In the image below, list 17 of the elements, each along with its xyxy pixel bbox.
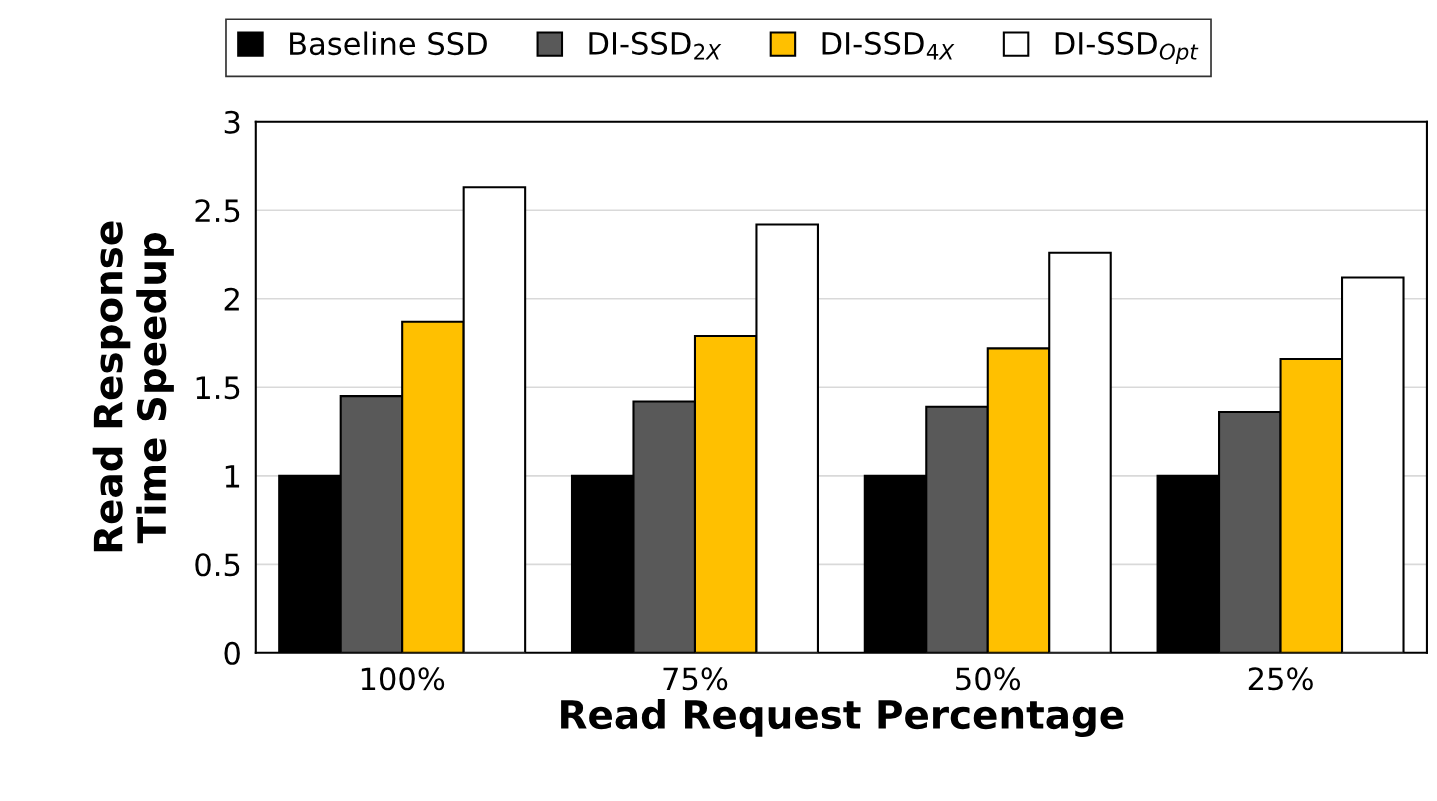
y-tick-label: 1.5 [196, 376, 240, 400]
y-tick-label: 0 [224, 641, 240, 665]
y-tick-label: 2.5 [195, 199, 240, 223]
y-tick-label: 0.5 [195, 553, 240, 577]
y-tick-label: 2 [224, 287, 239, 311]
x-axis-title: Read Request Percentage [561, 699, 1124, 737]
x-tick-label: 50% [956, 667, 1021, 691]
x-tick-label: 75% [663, 667, 728, 691]
legend-label: DI-SSD$_{4X}$ [822, 31, 955, 60]
x-tick-label: 25% [1248, 667, 1313, 691]
x-tick-label: 100% [361, 667, 445, 691]
y-tick-label: 3 [224, 110, 240, 134]
legend-label: Baseline SSD [290, 31, 487, 56]
legend-label: DI-SSD$_{Opt}$ [1055, 31, 1199, 64]
y-tick-label: 1 [225, 465, 240, 488]
legend-label: DI-SSD$_{2X}$ [589, 31, 722, 60]
y-axis-title: Read Response Time Speedup [92, 221, 174, 552]
